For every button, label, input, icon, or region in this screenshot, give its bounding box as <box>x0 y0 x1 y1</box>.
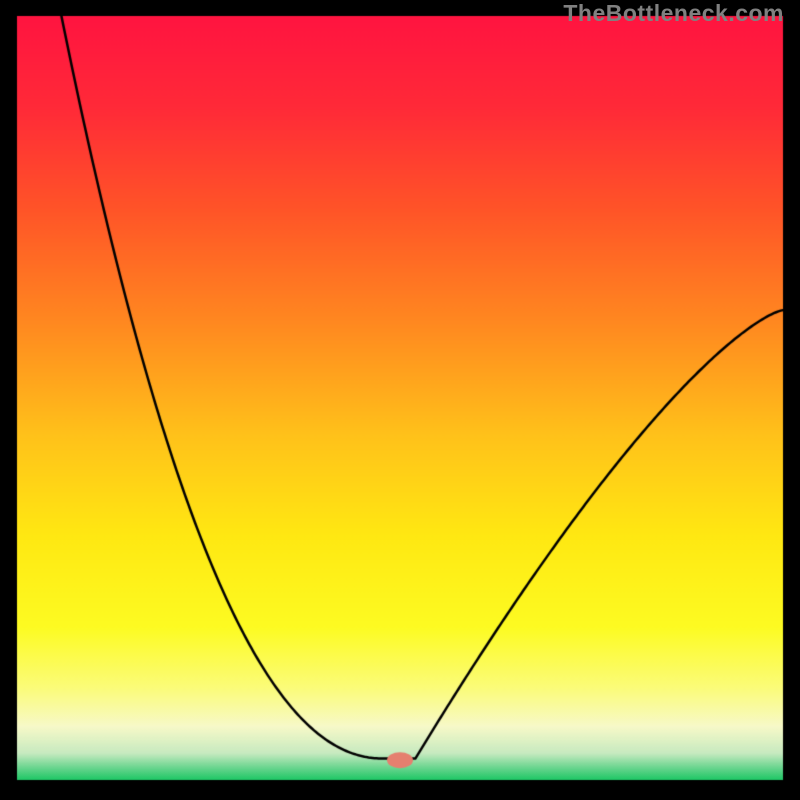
watermark-text: TheBottleneck.com <box>563 0 784 27</box>
bottleneck-curve-chart <box>0 0 800 800</box>
